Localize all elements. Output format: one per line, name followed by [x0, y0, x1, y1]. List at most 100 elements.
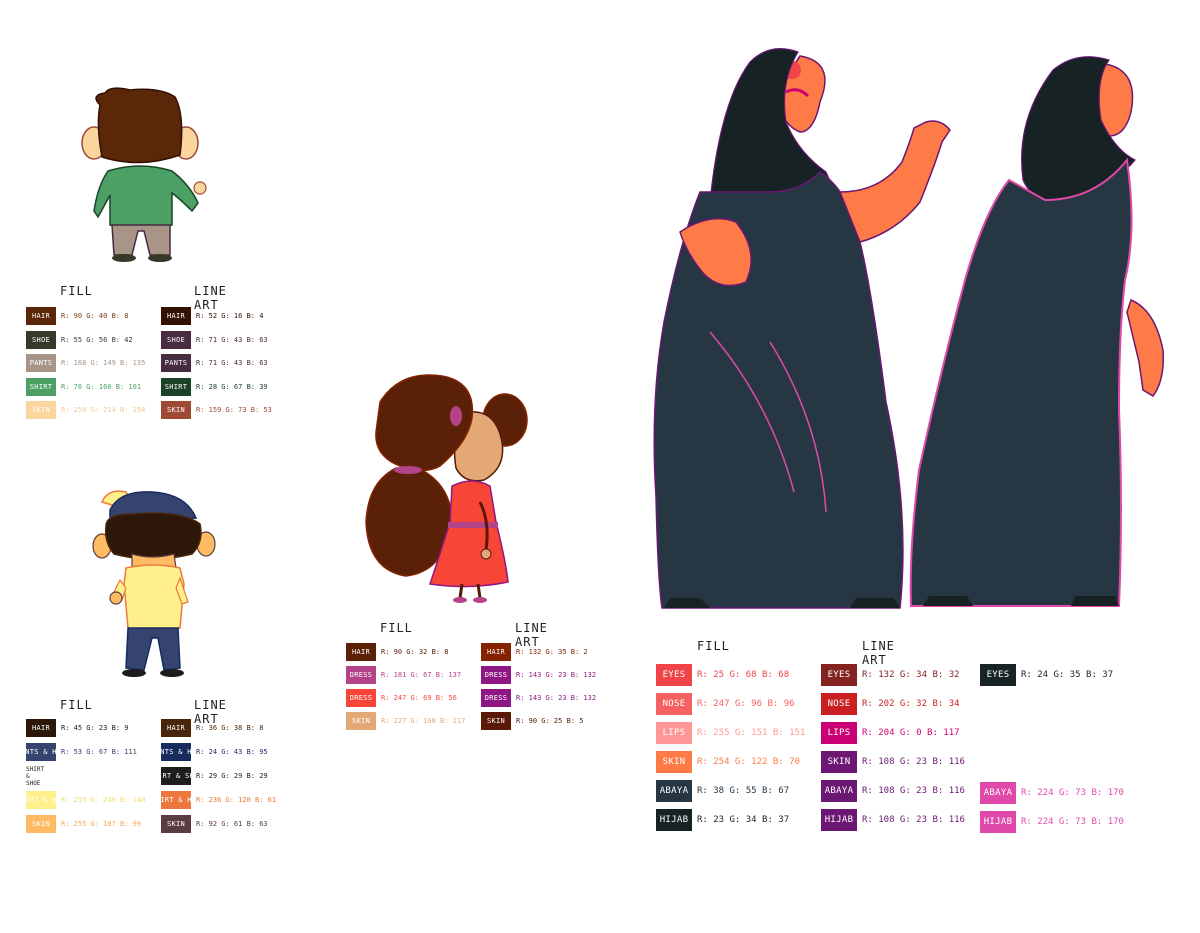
rgb-value: R: 71 G: 43 B: 63: [196, 335, 268, 344]
rgb-value: R: 143 G: 23 B: 132: [516, 694, 597, 702]
color-swatch: HIJAB: [656, 809, 692, 831]
color-swatch: SKIN: [346, 712, 376, 730]
color-swatch: DRESS: [346, 666, 376, 684]
fill-swatch-row: HAIR R: 90 G: 32 B: 8: [346, 643, 448, 661]
rgb-value: R: 132 G: 34 B: 32: [862, 670, 960, 680]
rgb-value: R: 255 G: 240 B: 140: [61, 796, 146, 804]
color-swatch: HAIR: [26, 307, 56, 325]
color-swatch: NOSE: [656, 693, 692, 715]
color-swatch: SHOE: [26, 330, 56, 349]
fill-swatch-row: SKIN R: 250 G: 214 B: 158: [26, 401, 145, 419]
color-swatch: DRESS: [481, 666, 511, 684]
color-swatch: EYES: [656, 664, 692, 686]
line-art-swatch-row: SHIRT R: 28 G: 67 B: 39: [161, 377, 268, 396]
girl-red-dress-figure: [365, 374, 528, 603]
fill-swatch-row: LIPS R: 255 G: 151 B: 151: [656, 722, 805, 744]
line-art-swatch-row: LIPS R: 204 G: 0 B: 117: [821, 722, 960, 744]
color-swatch: HAIR: [481, 643, 511, 661]
rgb-value: R: 38 G: 55 B: 67: [697, 786, 790, 796]
fill-swatch-row: DRESS R: 247 G: 69 B: 56: [346, 689, 457, 707]
fill-swatch-row: SHIRT R: 76 G: 160 B: 101: [26, 377, 142, 396]
rgb-value: R: 108 G: 23 B: 116: [862, 815, 965, 825]
color-swatch: DRESS: [346, 689, 376, 707]
rgb-value: R: 159 G: 73 B: 53: [196, 406, 272, 414]
line-art-swatch-row: DRESS R: 143 G: 23 B: 132: [481, 689, 596, 707]
color-swatch: SHIRT: [26, 377, 56, 396]
rgb-value: R: 76 G: 160 B: 101: [61, 382, 142, 391]
color-swatch: SHIRT: [161, 377, 191, 396]
rgb-value: R: 224 G: 73 B: 170: [1021, 788, 1124, 798]
line-art-swatch-row: HAIR R: 36 G: 38 B: 8: [161, 719, 263, 737]
color-swatch: SKIN: [26, 815, 56, 833]
boy-green-shirt-figure: [81, 87, 207, 262]
line-art-swatch-row: SHOE R: 71 G: 43 B: 63: [161, 330, 268, 349]
rgb-value: R: 202 G: 32 B: 34: [862, 699, 960, 709]
color-swatch: PANTS & HAT: [26, 743, 56, 761]
fill-header: FILL: [60, 284, 93, 298]
line-art-header: LINE ART: [862, 639, 895, 667]
color-swatch: HAIR: [346, 643, 376, 661]
swatch-label: SHIRT & SHOE: [26, 765, 45, 787]
rgb-value: R: 181 G: 67 B: 137: [381, 671, 462, 679]
rgb-value: R: 53 G: 67 B: 111: [61, 748, 137, 756]
rgb-value: R: 36 G: 38 B: 8: [196, 724, 264, 732]
fill-header: FILL: [60, 698, 93, 712]
rgb-value: R: 168 G: 149 B: 135: [61, 359, 146, 367]
rgb-value: R: 23 G: 34 B: 37: [697, 815, 790, 825]
woman-abaya-back-figure: [909, 56, 1165, 607]
line-art-swatch-row: PANTS & HAT R: 24 G: 43 B: 95: [161, 743, 268, 761]
line-art-swatch-row: HAIR R: 132 G: 35 B: 2: [481, 643, 588, 661]
rgb-value: R: 254 G: 122 B: 70: [697, 757, 800, 767]
line-art-swatch-row: HIJAB R: 108 G: 23 B: 116: [821, 809, 965, 831]
rgb-value: R: 108 G: 23 B: 116: [862, 757, 965, 767]
fill-swatch-row: DRESS R: 181 G: 67 B: 137: [346, 666, 461, 684]
line-art-swatch-row: ABAYA R: 108 G: 23 B: 116: [821, 780, 965, 802]
fill-swatch-row: SKIN R: 255 G: 187 B: 99: [26, 815, 141, 833]
rgb-value: R: 143 G: 23 B: 132: [516, 671, 597, 679]
fill-swatch-row: ABAYA R: 38 G: 55 B: 67: [656, 780, 789, 802]
color-swatch: PANTS: [26, 354, 56, 372]
color-swatch: SKIN: [26, 401, 56, 419]
line-art-swatch-row: SKIN R: 90 G: 25 B: 5: [481, 712, 583, 730]
rgb-value: R: 108 G: 23 B: 116: [862, 786, 965, 796]
line-art-swatch-row: SHIRT & HAT R: 236 G: 120 B: 61: [161, 791, 276, 809]
rgb-value: R: 255 G: 187 B: 99: [61, 820, 142, 828]
color-swatch: SKIN: [161, 815, 191, 833]
fill-header: FILL: [697, 639, 730, 653]
color-swatch: SHIRT & HAT: [26, 791, 56, 809]
rgb-value: R: 247 G: 69 B: 56: [381, 694, 457, 702]
color-swatch: LIPS: [821, 722, 857, 744]
line-art-header: LINE ART: [515, 621, 548, 649]
color-swatch: NOSE: [821, 693, 857, 715]
boy-yellow-shirt-figure: [92, 490, 216, 677]
color-swatch: ABAYA: [821, 780, 857, 802]
rgb-value: R: 90 G: 40 B: 8: [61, 312, 129, 320]
color-swatch: HAIR: [26, 719, 56, 737]
color-swatch: PANTS & HAT: [161, 743, 191, 761]
color-swatch: ABAYA: [980, 782, 1016, 804]
color-swatch: HAIR: [161, 719, 191, 737]
alt-swatch-row: ABAYA R: 224 G: 73 B: 170: [980, 782, 1124, 804]
color-swatch: EYES: [821, 664, 857, 686]
rgb-value: R: 55 G: 56 B: 42: [61, 335, 133, 344]
color-swatch: HAIR: [161, 307, 191, 325]
rgb-value: R: 52 G: 16 B: 4: [196, 312, 264, 320]
rgb-value: R: 204 G: 0 B: 117: [862, 728, 960, 738]
rgb-value: R: 236 G: 120 B: 61: [196, 796, 277, 804]
rgb-value: R: 45 G: 23 B: 9: [61, 724, 129, 732]
color-swatch: SKIN: [821, 751, 857, 773]
line-art-header: LINE ART: [194, 284, 227, 312]
fill-swatch-row: EYES R: 25 G: 68 B: 68: [656, 664, 789, 686]
fill-swatch-row: HAIR R: 90 G: 40 B: 8: [26, 307, 128, 325]
color-swatch: DRESS: [481, 689, 511, 707]
fill-swatch-row: SHIRT & SHOE: [26, 765, 45, 787]
line-art-swatch-row: DRESS R: 143 G: 23 B: 132: [481, 666, 596, 684]
line-art-swatch-row: SHIRT & SHOE R: 29 G: 29 B: 29: [161, 767, 268, 785]
line-art-swatch-row: EYES R: 132 G: 34 B: 32: [821, 664, 960, 686]
rgb-value: R: 29 G: 29 B: 29: [196, 772, 268, 780]
fill-swatch-row: SKIN R: 254 G: 122 B: 70: [656, 751, 800, 773]
rgb-value: R: 227 G: 168 B: 117: [381, 717, 466, 725]
rgb-value: R: 132 G: 35 B: 2: [516, 648, 588, 656]
alt-swatch-row: EYES R: 24 G: 35 B: 37: [980, 664, 1113, 686]
line-art-swatch-row: NOSE R: 202 G: 32 B: 34: [821, 693, 960, 715]
